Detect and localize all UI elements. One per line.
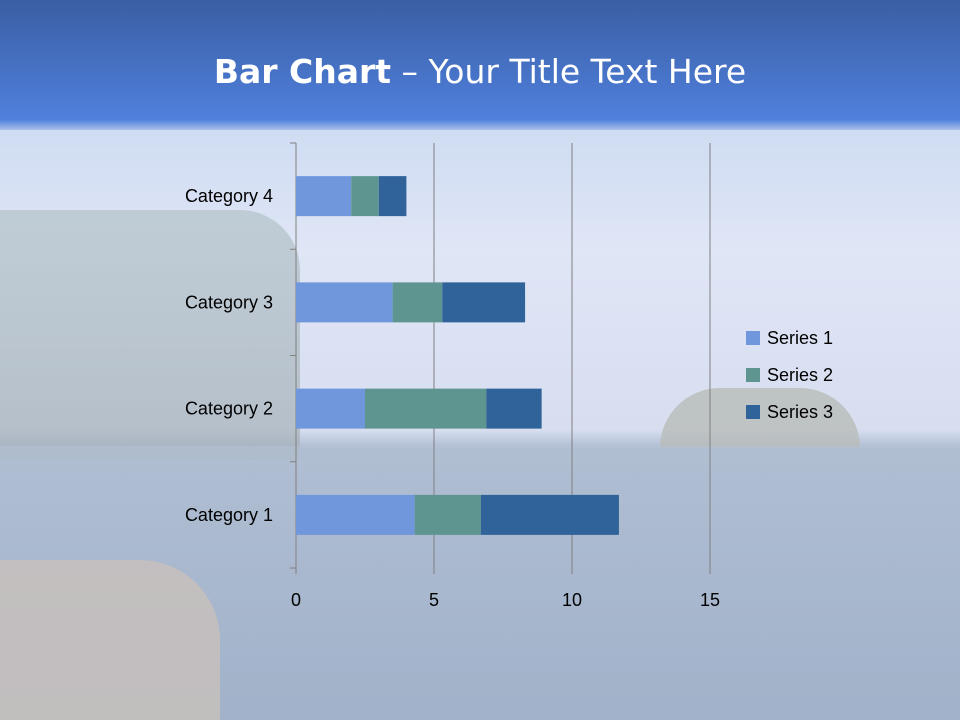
bar-series-1-category-3: [296, 282, 393, 323]
background-hillside: [0, 210, 300, 460]
legend-label: Series 1: [767, 328, 833, 348]
background-rocks: [0, 560, 220, 720]
x-tick-label: 15: [700, 590, 720, 610]
slide-title: Bar Chart – Your Title Text Here: [0, 52, 960, 91]
category-label: Category 1: [185, 505, 273, 525]
bar-series-2-category-3: [392, 282, 443, 323]
legend-label: Series 3: [767, 402, 833, 422]
title-bold: Bar Chart: [213, 52, 392, 91]
x-tick-label: 5: [429, 590, 439, 610]
bar-series-3-category-3: [442, 282, 526, 323]
bar-series-2-category-4: [351, 176, 379, 217]
category-label: Category 3: [185, 292, 273, 312]
bar-series-3-category-4: [378, 176, 407, 217]
title-bar: Bar Chart – Your Title Text Here: [0, 0, 960, 130]
category-label: Category 2: [185, 399, 273, 419]
bar-series-3-category-2: [486, 388, 542, 429]
bar-series-1-category-4: [296, 176, 352, 217]
bar-series-2-category-2: [365, 388, 487, 429]
bar-series-1-category-2: [296, 388, 365, 429]
legend-swatch: [746, 331, 760, 345]
legend-swatch: [746, 368, 760, 382]
bar-series-1-category-1: [296, 494, 415, 535]
title-rest: – Your Title Text Here: [391, 52, 747, 91]
bar-series-2-category-1: [414, 494, 481, 535]
bar-series-3-category-1: [480, 494, 619, 535]
category-label: Category 4: [185, 186, 273, 206]
legend-label: Series 2: [767, 365, 833, 385]
legend-swatch: [746, 405, 760, 419]
x-tick-label: 10: [562, 590, 582, 610]
x-tick-label: 0: [291, 590, 301, 610]
